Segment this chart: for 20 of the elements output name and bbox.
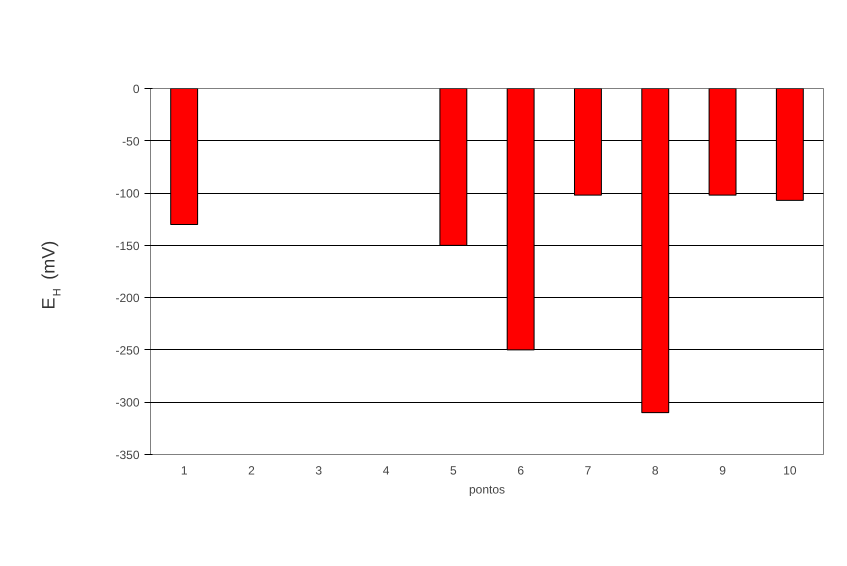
x-tick-label: 8 [652, 464, 659, 478]
y-tick-label: -300 [115, 396, 140, 410]
x-tick-label: 1 [180, 464, 188, 478]
y-tick-label: -250 [115, 343, 140, 358]
y-tick-label: -350 [115, 448, 140, 462]
y-tick-label: -150 [115, 238, 140, 253]
x-tick-label: 6 [517, 464, 524, 478]
x-tick-label: 10 [783, 464, 797, 478]
y-tick-label: -50 [122, 134, 140, 148]
y-tick-label: -200 [115, 291, 140, 306]
x-tick-label: 5 [450, 464, 458, 478]
x-tick-label: 2 [248, 464, 256, 478]
x-tick-label: 3 [315, 464, 322, 478]
y-tick-label: -100 [115, 186, 140, 201]
x-tick-label: 9 [719, 464, 726, 478]
x-axis-title: pontos [468, 482, 506, 496]
x-tick-label: 4 [382, 464, 390, 478]
y-tick-label: 0 [132, 82, 140, 96]
x-tick-label: 7 [584, 464, 592, 478]
y-axis-title: EH (mV) [38, 240, 64, 310]
